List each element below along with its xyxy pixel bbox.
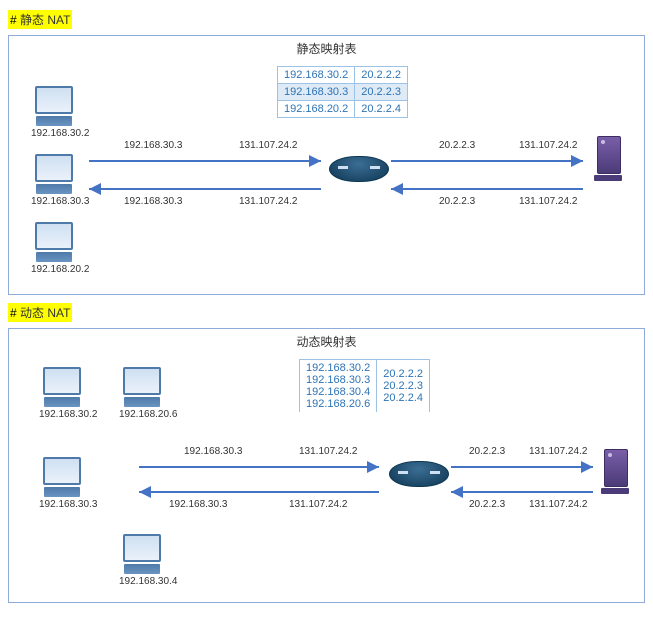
arrow-label: 131.107.24.2 xyxy=(519,196,577,207)
hash: # xyxy=(10,306,17,320)
router-icon xyxy=(389,461,447,489)
pc-label: 192.168.20.2 xyxy=(31,264,77,275)
arrow-label: 192.168.30.3 xyxy=(169,499,227,510)
arrow-label: 131.107.24.2 xyxy=(299,446,357,457)
arrow-label: 131.107.24.2 xyxy=(519,140,577,151)
pc-label: 192.168.30.2 xyxy=(39,409,85,420)
arrow-label: 131.107.24.2 xyxy=(239,140,297,151)
static-mapping-table: 192.168.30.2 20.2.2.2 192.168.30.3 20.2.… xyxy=(277,66,408,118)
cell: 192.168.20.2 xyxy=(278,101,355,118)
table-row: 192.168.30.2 192.168.30.3 192.168.30.4 1… xyxy=(300,360,430,413)
dynamic-mapping-table: 192.168.30.2 192.168.30.3 192.168.30.4 1… xyxy=(299,359,430,412)
arrow-label: 20.2.2.3 xyxy=(439,196,475,207)
pc-icon: 192.168.30.3 xyxy=(39,457,85,510)
arrow-right-top xyxy=(391,151,591,171)
arrow-label: 131.107.24.2 xyxy=(529,499,587,510)
dynamic-nat-label: 动态 NAT xyxy=(20,306,70,320)
pc-icon: 192.168.30.3 xyxy=(31,154,77,207)
arrow-label: 192.168.30.3 xyxy=(124,140,182,151)
dynamic-nat-heading: # 动态 NAT xyxy=(8,303,72,322)
arrow-label: 20.2.2.3 xyxy=(469,499,505,510)
cell: 192.168.30.2 192.168.30.3 192.168.30.4 1… xyxy=(300,360,377,413)
arrow-label: 131.107.24.2 xyxy=(239,196,297,207)
pc-label: 192.168.20.6 xyxy=(119,409,165,420)
hash: # xyxy=(10,13,17,27)
static-nat-heading: # 静态 NAT xyxy=(8,10,72,29)
arrow-right-top xyxy=(451,457,601,477)
arrow-left-top xyxy=(89,151,329,171)
arrow-label: 192.168.30.3 xyxy=(184,446,242,457)
arrow-label: 20.2.2.3 xyxy=(439,140,475,151)
pc-label: 192.168.30.3 xyxy=(31,196,77,207)
arrow-label: 192.168.30.3 xyxy=(124,196,182,207)
static-panel-title: 静态映射表 xyxy=(9,36,644,59)
pc-label: 192.168.30.4 xyxy=(119,576,165,587)
server-icon xyxy=(604,449,630,489)
cell: 192.168.30.2 xyxy=(278,67,355,84)
pc-icon: 192.168.30.4 xyxy=(119,534,165,587)
arrow-label: 20.2.2.3 xyxy=(469,446,505,457)
cell: 192.168.30.3 xyxy=(278,84,355,101)
table-row: 192.168.30.3 20.2.2.3 xyxy=(278,84,408,101)
arrow-left-top xyxy=(139,457,387,477)
dynamic-nat-panel: 动态映射表 192.168.30.2 192.168.30.3 192.168.… xyxy=(8,328,645,603)
server-icon xyxy=(597,136,623,176)
pc-icon: 192.168.30.2 xyxy=(31,86,77,139)
router-icon xyxy=(329,156,387,184)
cell: 20.2.2.3 xyxy=(355,84,408,101)
pc-icon: 192.168.20.2 xyxy=(31,222,77,275)
table-row: 192.168.30.2 20.2.2.2 xyxy=(278,67,408,84)
cell: 20.2.2.2 xyxy=(355,67,408,84)
static-nat-panel: 静态映射表 192.168.30.2 20.2.2.2 192.168.30.3… xyxy=(8,35,645,295)
pc-label: 192.168.30.3 xyxy=(39,499,85,510)
cell: 20.2.2.4 xyxy=(355,101,408,118)
table-row: 192.168.20.2 20.2.2.4 xyxy=(278,101,408,118)
pc-icon: 192.168.30.2 xyxy=(39,367,85,420)
pc-label: 192.168.30.2 xyxy=(31,128,77,139)
arrow-label: 131.107.24.2 xyxy=(529,446,587,457)
static-nat-label: 静态 NAT xyxy=(20,13,70,27)
dynamic-panel-title: 动态映射表 xyxy=(9,329,644,352)
arrow-label: 131.107.24.2 xyxy=(289,499,347,510)
cell: 20.2.2.2 20.2.2.3 20.2.2.4 xyxy=(377,360,430,413)
pc-icon: 192.168.20.6 xyxy=(119,367,165,420)
